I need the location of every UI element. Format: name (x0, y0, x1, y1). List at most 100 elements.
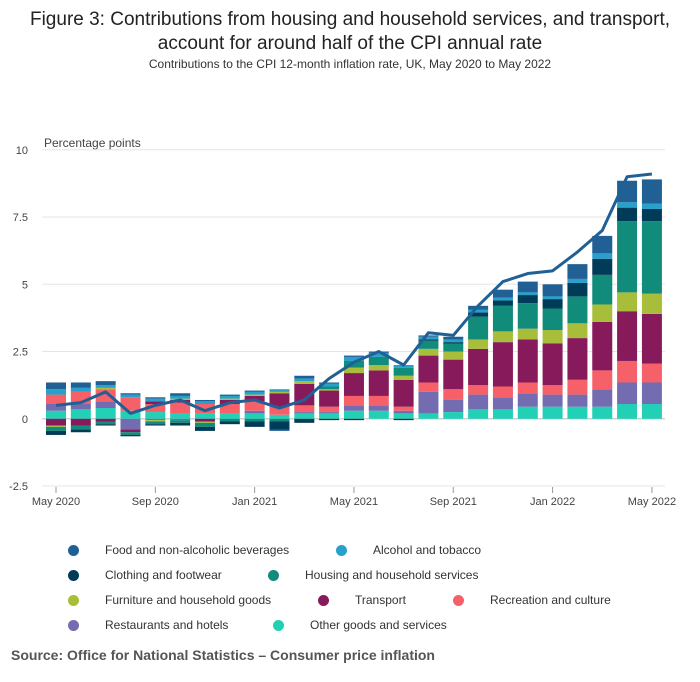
bar-segment (120, 429, 141, 433)
bar-segment (95, 408, 116, 419)
bar-segment (120, 393, 141, 395)
bar-segment (492, 342, 513, 387)
bar-segment (617, 382, 638, 405)
bar-segment (244, 401, 265, 411)
bar-segment (319, 382, 340, 384)
bar-segment (120, 434, 141, 437)
bar-segment (443, 343, 464, 352)
bar-segment (269, 414, 290, 419)
bar-segment (219, 413, 240, 419)
bar-segment (194, 401, 215, 405)
legend-swatch (453, 594, 464, 606)
bar-segment (170, 418, 191, 421)
bar-segment (393, 406, 414, 411)
bar-segment (393, 379, 414, 407)
y-tick-label: 0 (22, 414, 28, 426)
cpi-rate-line (55, 172, 653, 415)
bar-segment (170, 422, 191, 426)
legend-item: Alcohol and tobacco (336, 543, 481, 557)
bar-segment (418, 348, 439, 356)
legend-label: Housing and household services (305, 568, 479, 582)
bar-segment (468, 409, 489, 419)
bar-segment (592, 304, 613, 322)
bar-segment (294, 381, 315, 384)
bar-segment (145, 418, 166, 421)
bar-segment (70, 429, 91, 433)
bar-segment (368, 405, 389, 411)
bar-segment (219, 395, 240, 399)
bar-segment (70, 409, 91, 419)
bar-segment (343, 356, 364, 361)
y-tick-label: 10 (16, 145, 28, 157)
bar-segment (120, 432, 141, 435)
x-tick-label: May 2020 (32, 496, 80, 508)
bar-segment (443, 336, 464, 340)
bar-segment (368, 356, 389, 365)
bar-segment (194, 426, 215, 431)
bar-segment (368, 352, 389, 357)
bar-segment (592, 321, 613, 371)
bar-segment (319, 383, 340, 387)
bar-segment (219, 418, 240, 422)
bar-segment (592, 406, 613, 419)
bar-segment (46, 394, 66, 405)
bar-segment (492, 386, 513, 398)
bar-segment (567, 264, 588, 279)
bar-segment (70, 382, 91, 388)
legend-swatch (68, 594, 79, 606)
legend-swatch (68, 619, 79, 631)
bar-segment (468, 348, 489, 386)
bar-segment (294, 413, 315, 419)
bar-segment (393, 375, 414, 380)
bar-segment (269, 418, 290, 422)
bar-segment (46, 410, 66, 419)
y-tick-label: 7.5 (13, 212, 28, 224)
bar-segment (592, 253, 613, 259)
bar-segment (194, 404, 215, 414)
bar-segment (368, 365, 389, 371)
bar-segment (567, 379, 588, 395)
bar-segment (294, 418, 315, 423)
bar-segment (443, 351, 464, 360)
bar-segment (170, 420, 191, 423)
bar-segment (170, 393, 191, 396)
bar-segment (269, 406, 290, 415)
bar-segment (418, 391, 439, 414)
bar-segment (244, 410, 265, 414)
bar-segment (542, 394, 563, 407)
bar-segment (319, 418, 340, 421)
bar-segment (95, 387, 116, 390)
bar-segment (244, 394, 265, 396)
bar-segment (70, 387, 91, 392)
x-tick-label: Jan 2022 (530, 496, 575, 508)
bar-segment (393, 410, 414, 414)
bar-segment (46, 418, 66, 426)
bar-segment (244, 413, 265, 419)
bar-segment (319, 389, 340, 391)
bar-segment (46, 425, 66, 427)
legend-item: Housing and household services (268, 568, 478, 582)
bar-segment (617, 292, 638, 312)
bar-segment (617, 202, 638, 208)
bar-segment (269, 421, 290, 430)
bar-segment (319, 406, 340, 413)
bar-segment (492, 331, 513, 343)
bar-segment (319, 413, 340, 419)
bar-segment (170, 413, 191, 419)
bar-segment (468, 316, 489, 340)
bar-segment (95, 389, 116, 402)
bar-segment (95, 401, 116, 409)
bar-segment (46, 382, 66, 390)
bar-segment (393, 367, 414, 376)
x-tick-label: May 2021 (330, 496, 378, 508)
bar-segment (492, 297, 513, 301)
legend-label: Food and non-alcoholic beverages (105, 543, 290, 557)
bar-segment (468, 309, 489, 313)
legend-swatch (273, 619, 284, 631)
legend-item: Other goods and services (273, 618, 447, 632)
bar-segment (418, 413, 439, 419)
bar-segment (145, 421, 166, 425)
bar-segment (418, 339, 439, 341)
bar-segment (244, 390, 265, 392)
bar-segment (468, 312, 489, 317)
